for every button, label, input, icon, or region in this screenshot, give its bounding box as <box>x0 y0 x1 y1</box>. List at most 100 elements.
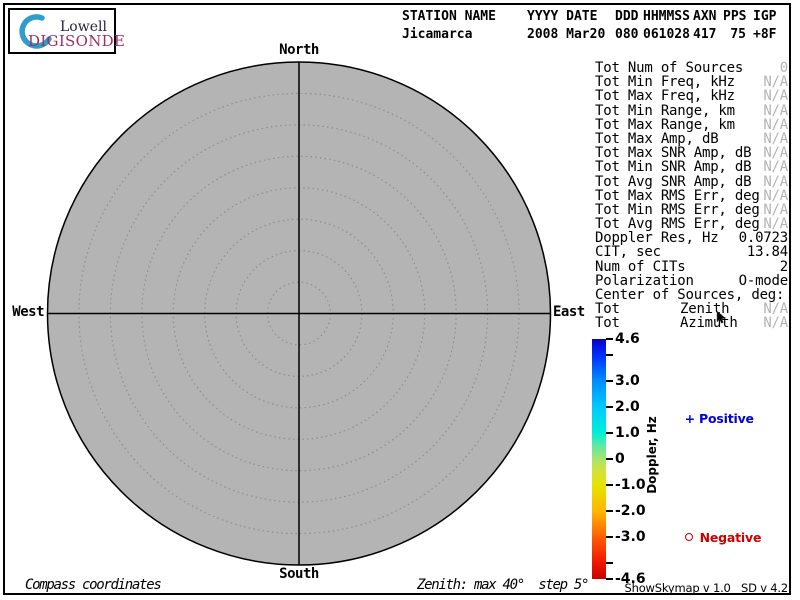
info-label: Tot Max Range, km <box>595 116 735 133</box>
zenith-range-label: Zenith: max 40° step 5° <box>417 577 589 593</box>
positive-legend: + Positive <box>668 396 754 441</box>
lowell-digisonde-logo: Lowell DIGISONDE <box>8 8 125 54</box>
info-label: Tot Min Range, km <box>595 102 735 119</box>
info-label: Tot Max RMS Err, deg <box>595 187 760 204</box>
info-value: O-mode <box>738 272 789 289</box>
info-label: Tot Min Freq, kHz <box>595 74 735 91</box>
header-value-pps: 75 <box>730 27 746 42</box>
info-mid-label: Azimuth <box>680 315 738 332</box>
compass-label-south: South <box>279 566 319 582</box>
info-value: N/A <box>763 116 788 133</box>
negative-legend: Negative <box>668 515 761 560</box>
header-col-station-name: STATION NAME <box>402 9 496 24</box>
info-value: 0.0723 <box>738 230 789 247</box>
table-row: CIT, sec 13.84 <box>595 245 788 259</box>
table-row: Tot Max RMS Err, deg N/A <box>595 187 788 204</box>
table-row: Tot Max SNR Amp, dB N/A <box>595 146 788 160</box>
table-row: Tot Max Range, km N/A <box>595 118 788 132</box>
info-label: Tot <box>595 315 620 332</box>
info-label: Tot Num of Sources <box>595 60 744 76</box>
colorbar-tick-label: 0 <box>615 451 625 467</box>
info-value: N/A <box>763 201 788 218</box>
positive-marker-icon: + <box>684 411 695 426</box>
info-value: N/A <box>763 159 788 176</box>
info-label: Tot <box>595 301 620 318</box>
info-value: N/A <box>763 145 788 162</box>
header-value-station: Jicamarca <box>402 27 473 42</box>
info-label: Tot Min SNR Amp, dB <box>595 159 752 176</box>
info-label: Tot Avg SNR Amp, dB <box>595 173 752 190</box>
colorbar-tick-label: 1.0 <box>615 424 640 441</box>
header-col-yyyy-date: YYYY DATE <box>527 9 598 24</box>
header-col-axn: AXN <box>693 9 717 24</box>
info-value: N/A <box>763 173 788 190</box>
info-label: Tot Max Amp, dB <box>595 130 719 147</box>
info-value: N/A <box>763 130 788 147</box>
info-label: Num of CITs <box>595 258 686 275</box>
table-row: Num of CITs 2 <box>595 258 788 275</box>
header-value-date: 2008 Mar20 <box>527 27 606 42</box>
doppler-colorbar <box>592 339 606 579</box>
colorbar-axis-title: Doppler, Hz <box>645 416 659 494</box>
logo-crescent-icon <box>19 14 52 49</box>
info-value: 0 <box>779 60 788 76</box>
info-label: Tot Max SNR Amp, dB <box>595 145 752 162</box>
header-value-time: 061028 <box>643 27 690 42</box>
measurement-info-table: Tot Num of Sources 0 Tot Min Freq, kHz N/A… <box>595 61 788 331</box>
info-label: Doppler Res, Hz <box>595 230 719 247</box>
info-label: Polarization <box>595 272 694 289</box>
info-value: 13.84 <box>746 244 788 261</box>
info-value: 2 <box>779 258 788 275</box>
info-value: N/A <box>763 187 788 204</box>
header-col-ddd: DDD <box>615 9 639 24</box>
table-row: Tot Avg SNR Amp, dB N/A <box>595 173 788 190</box>
table-row: Tot Zenith N/A <box>595 302 788 316</box>
header-value-igp: +8F <box>753 27 777 42</box>
table-row: Tot Min Range, km N/A <box>595 102 788 119</box>
table-row: Tot Max Amp, dB N/A <box>595 132 788 146</box>
page-border <box>3 3 791 595</box>
info-value: N/A <box>763 216 788 233</box>
table-row: Doppler Res, Hz 0.0723 <box>595 231 788 245</box>
compass-label-east: East <box>553 304 585 320</box>
header-col-hhmmss: HHMMSS <box>643 9 690 24</box>
info-label: Tot Min RMS Err, deg <box>595 201 760 218</box>
compass-label-north: North <box>279 42 319 58</box>
header-col-pps: PPS <box>723 9 747 24</box>
info-label: Center of Sources, deg: <box>595 287 785 303</box>
compass-label-west: West <box>12 304 44 320</box>
software-version-label: ShowSkymap v 1.0 SD v 4.2 <box>624 581 789 595</box>
header-value-ddd: 080 <box>615 27 639 42</box>
logo-text-digisonde: DIGISONDE <box>28 32 126 50</box>
mouse-cursor-icon <box>716 311 727 324</box>
colorbar-tick-label: 4.6 <box>615 331 640 347</box>
positive-label: Positive <box>699 411 754 426</box>
info-value: N/A <box>763 74 788 91</box>
coordinates-mode-label: Compass coordinates <box>25 577 162 593</box>
info-value: N/A <box>763 88 788 105</box>
negative-marker-icon <box>684 533 693 541</box>
table-row: Center of Sources, deg: <box>595 288 788 302</box>
skymap-polar-plot <box>46 61 552 566</box>
table-row: Polarization O-mode <box>595 274 788 288</box>
info-value: N/A <box>763 301 788 318</box>
table-row: Tot Num of Sources 0 <box>595 61 788 75</box>
colorbar-tick-label: -3.0 <box>615 529 646 546</box>
table-row: Tot Min Freq, kHz N/A <box>595 75 788 89</box>
colorbar-tick-label: 3.0 <box>615 372 640 389</box>
info-value: N/A <box>763 315 788 332</box>
table-row: Tot Max Freq, kHz N/A <box>595 89 788 103</box>
header-value-axn: 417 <box>693 27 717 42</box>
header-col-igp: IGP <box>753 9 777 24</box>
table-row: Tot Azimuth N/A <box>595 316 788 330</box>
colorbar-tick-label: -1.0 <box>615 477 646 494</box>
negative-label: Negative <box>699 530 762 545</box>
info-value: N/A <box>763 102 788 119</box>
info-label: CIT, sec <box>595 244 661 261</box>
colorbar-tick-label: -2.0 <box>615 503 646 520</box>
table-row: Tot Min RMS Err, deg N/A <box>595 203 788 217</box>
logo-text-lowell: Lowell <box>60 19 107 35</box>
info-label: Tot Max Freq, kHz <box>595 88 735 105</box>
table-row: Tot Min SNR Amp, dB N/A <box>595 160 788 174</box>
